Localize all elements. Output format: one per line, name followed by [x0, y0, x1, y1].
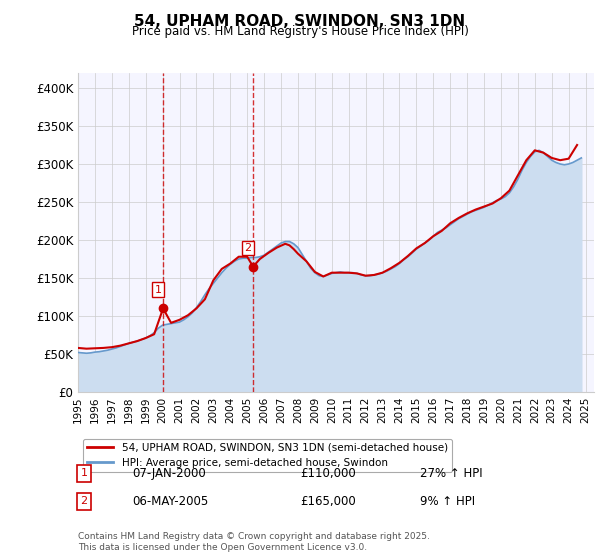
Text: Contains HM Land Registry data © Crown copyright and database right 2025.
This d: Contains HM Land Registry data © Crown c…	[78, 532, 430, 552]
Text: 27% ↑ HPI: 27% ↑ HPI	[420, 466, 482, 480]
Text: 9% ↑ HPI: 9% ↑ HPI	[420, 494, 475, 508]
Text: 07-JAN-2000: 07-JAN-2000	[132, 466, 206, 480]
Text: 1: 1	[80, 468, 88, 478]
Legend: 54, UPHAM ROAD, SWINDON, SN3 1DN (semi-detached house), HPI: Average price, semi: 54, UPHAM ROAD, SWINDON, SN3 1DN (semi-d…	[83, 438, 452, 472]
Text: Price paid vs. HM Land Registry's House Price Index (HPI): Price paid vs. HM Land Registry's House …	[131, 25, 469, 38]
Text: 06-MAY-2005: 06-MAY-2005	[132, 494, 208, 508]
Text: 1: 1	[155, 284, 161, 295]
Text: 2: 2	[80, 496, 88, 506]
Text: 2: 2	[244, 243, 251, 253]
Text: 54, UPHAM ROAD, SWINDON, SN3 1DN: 54, UPHAM ROAD, SWINDON, SN3 1DN	[134, 14, 466, 29]
Text: £165,000: £165,000	[300, 494, 356, 508]
Text: £110,000: £110,000	[300, 466, 356, 480]
